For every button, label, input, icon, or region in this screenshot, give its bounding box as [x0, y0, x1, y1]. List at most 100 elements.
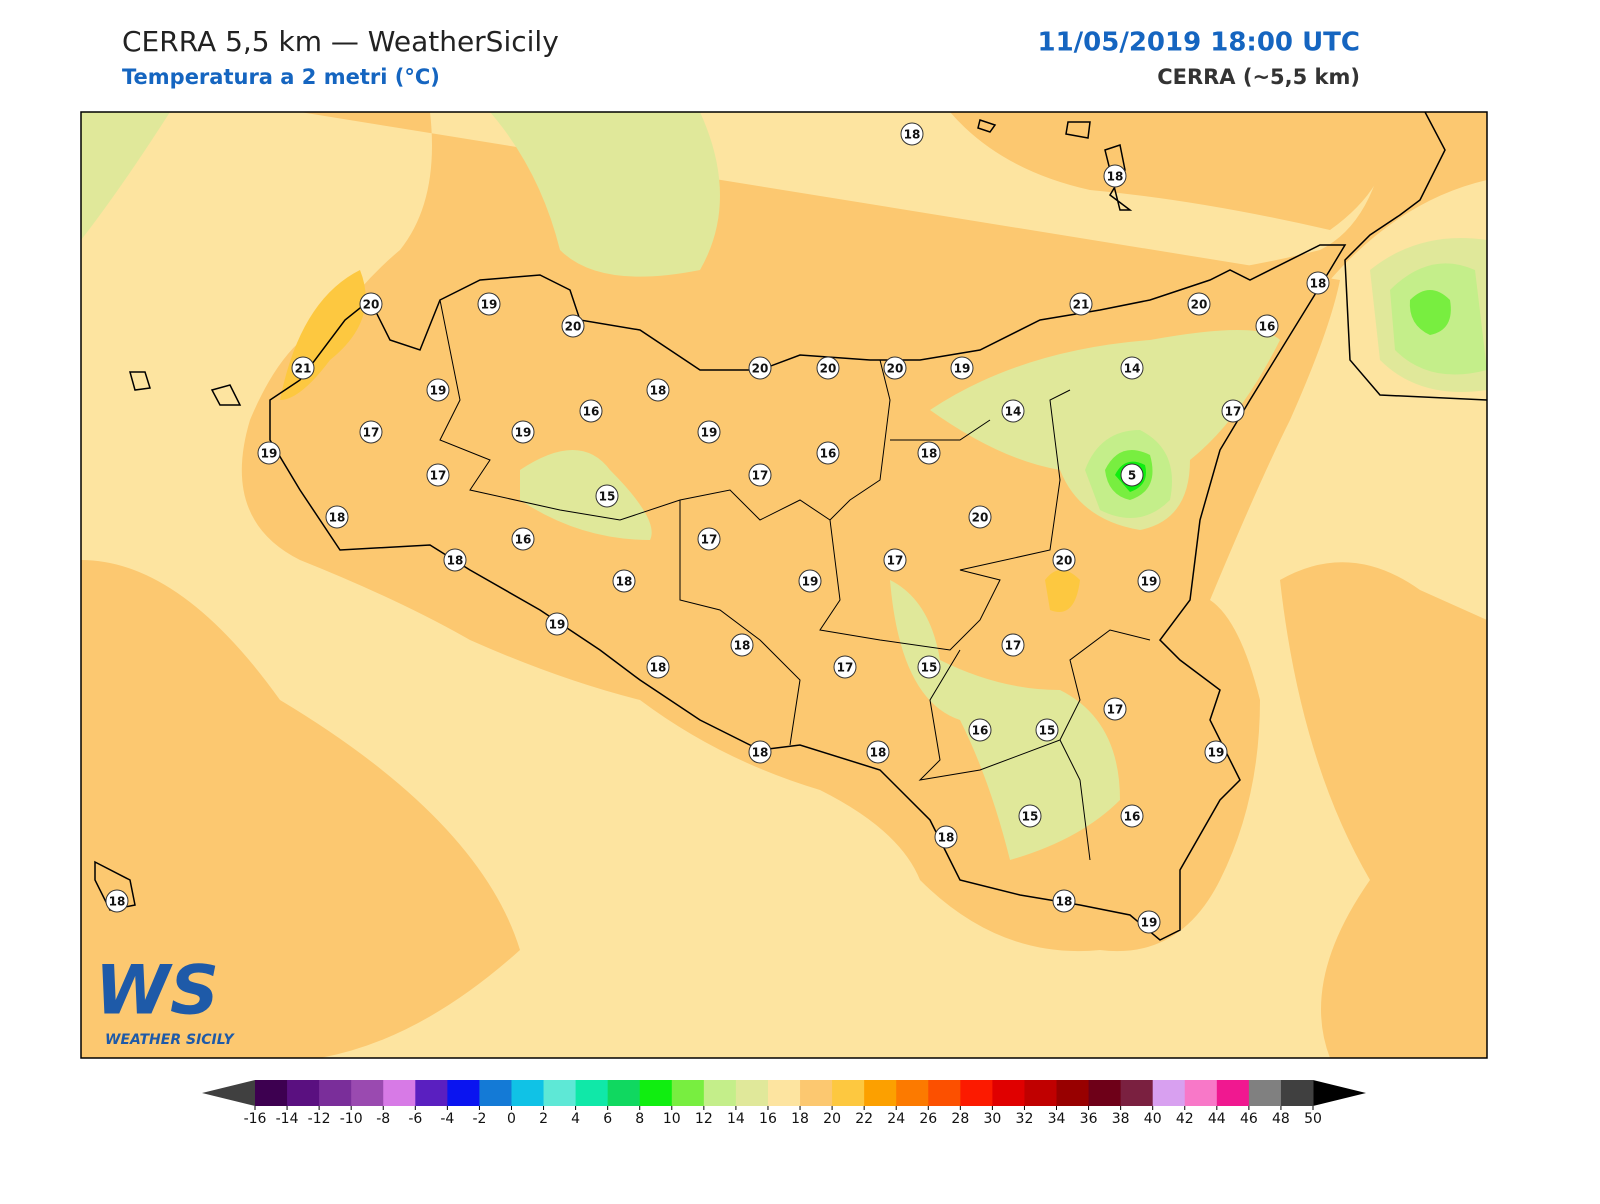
- colorbar-under: [202, 1080, 255, 1106]
- colorbar-bin: [928, 1080, 961, 1106]
- colorbar-tick-label: 44: [1208, 1111, 1226, 1127]
- station-value: 19: [481, 298, 498, 312]
- colorbar-bin: [992, 1080, 1025, 1106]
- colorbar-bin: [735, 1080, 769, 1106]
- map: [81, 112, 1487, 1058]
- contour: [81, 112, 170, 240]
- contour: [1045, 570, 1080, 612]
- station-marker: [511, 527, 535, 551]
- station-marker: [443, 548, 467, 572]
- colorbar-bin: [255, 1080, 288, 1106]
- station-marker: [1103, 164, 1127, 188]
- station-marker: [359, 292, 383, 316]
- colorbar-tick-label: 30: [983, 1111, 1001, 1127]
- station-value: 18: [109, 895, 126, 909]
- station-value: 17: [752, 469, 769, 483]
- contour: [520, 450, 652, 540]
- title: CERRA 5,5 km — WeatherSicily: [122, 25, 559, 58]
- colorbar-bin: [1056, 1080, 1090, 1106]
- colorbar-tick-label: -4: [440, 1111, 454, 1127]
- station-value: 15: [1039, 724, 1056, 738]
- station-value: 18: [329, 511, 346, 525]
- station-marker: [1255, 314, 1279, 338]
- colorbar-bin: [896, 1080, 929, 1106]
- station-value: 17: [430, 469, 447, 483]
- colorbar-bin: [832, 1080, 865, 1106]
- station-marker: [816, 356, 840, 380]
- station-marker: [1018, 804, 1042, 828]
- colorbar-tick-label: 24: [887, 1111, 905, 1127]
- station-value: 16: [972, 724, 989, 738]
- station-value: 18: [870, 746, 887, 760]
- station-marker: [934, 825, 958, 849]
- station-value: 15: [921, 661, 938, 675]
- contour: [890, 580, 1120, 860]
- colorbar-bin: [415, 1080, 448, 1106]
- colorbar-tick-label: 10: [663, 1111, 681, 1127]
- station-value: 18: [1310, 277, 1327, 291]
- station-value: 20: [887, 362, 904, 376]
- station-marker: [325, 505, 349, 529]
- colorbar-tick-label: 8: [635, 1111, 644, 1127]
- logo: WS WEATHER SICILY: [95, 952, 236, 1048]
- station-marker: [1187, 292, 1211, 316]
- station-marker: [697, 527, 721, 551]
- station-value: 21: [295, 362, 312, 376]
- station-value: 20: [1191, 298, 1208, 312]
- colorbar-tick-label: 26: [919, 1111, 937, 1127]
- colorbar-bin: [703, 1080, 737, 1106]
- station-value: 20: [363, 298, 380, 312]
- station-value: 16: [820, 447, 837, 461]
- station-value: 20: [565, 320, 582, 334]
- station-value: 20: [1056, 554, 1073, 568]
- colorbar-bin: [1120, 1080, 1154, 1106]
- station-value: 18: [1056, 895, 1073, 909]
- station-marker: [1120, 804, 1144, 828]
- station-marker: [1221, 399, 1245, 423]
- station-marker: [561, 314, 585, 338]
- station-value: 20: [820, 362, 837, 376]
- station-marker: [257, 441, 281, 465]
- contour: [930, 330, 1280, 530]
- colorbar-tick-label: -6: [408, 1111, 422, 1127]
- station-value: 15: [1022, 810, 1039, 824]
- station-marker: [511, 420, 535, 444]
- station-marker: [426, 378, 450, 402]
- station-marker: [477, 292, 501, 316]
- colorbar-tick-label: 0: [507, 1111, 516, 1127]
- station-value: 14: [1124, 362, 1141, 376]
- subtitle: Temperatura a 2 metri (°C): [122, 65, 440, 89]
- station-value: 17: [701, 533, 718, 547]
- colorbar-bin: [671, 1080, 705, 1106]
- colorbar-bin: [1280, 1080, 1314, 1106]
- station-value: 19: [549, 618, 566, 632]
- colorbar-bin: [1152, 1080, 1186, 1106]
- colorbar-bin: [1024, 1080, 1058, 1106]
- model-label: CERRA (~5,5 km): [1157, 65, 1360, 89]
- contour: [81, 560, 520, 1058]
- station-marker: [1001, 399, 1025, 423]
- colorbar-tick-label: 38: [1112, 1111, 1130, 1127]
- station-marker: [426, 463, 450, 487]
- station-marker: [1052, 548, 1076, 572]
- colorbar-tick-label: 4: [571, 1111, 580, 1127]
- contour: [1280, 562, 1487, 1058]
- colorbar-bin: [960, 1080, 993, 1106]
- station-value: 18: [447, 554, 464, 568]
- station-marker: [105, 889, 129, 913]
- station-marker: [1001, 633, 1025, 657]
- station-marker: [1069, 292, 1093, 316]
- colorbar-bin: [1216, 1080, 1250, 1106]
- station-value: 18: [904, 128, 921, 142]
- station-marker: [595, 484, 619, 508]
- station-marker: [1137, 569, 1161, 593]
- station-value: 18: [650, 661, 667, 675]
- colorbar-tick-label: -12: [308, 1111, 331, 1127]
- station-marker: [748, 463, 772, 487]
- station-value: 17: [887, 554, 904, 568]
- colorbar-tick-label: 50: [1304, 1111, 1322, 1127]
- colorbar-bin: [479, 1080, 512, 1106]
- station-value: 18: [1107, 170, 1124, 184]
